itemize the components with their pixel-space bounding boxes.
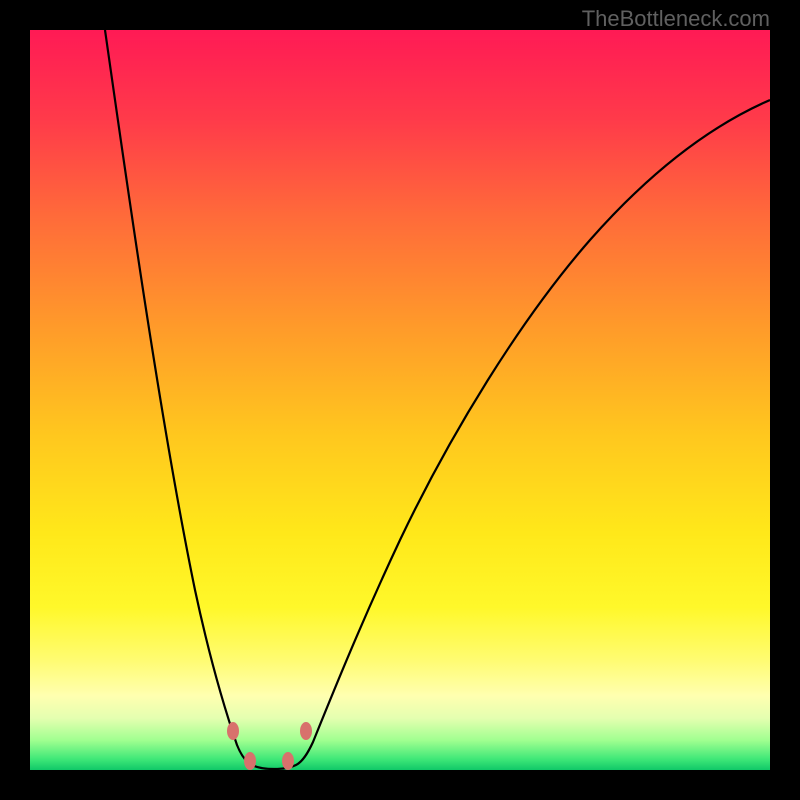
curve-right	[274, 100, 770, 769]
curve-left	[105, 30, 274, 769]
chart-container: TheBottleneck.com	[0, 0, 800, 800]
marker-point	[227, 722, 239, 740]
curves-layer	[30, 30, 770, 770]
marker-point	[300, 722, 312, 740]
plot-area	[30, 30, 770, 770]
watermark-text: TheBottleneck.com	[582, 6, 770, 32]
marker-point	[282, 752, 294, 770]
marker-point	[244, 752, 256, 770]
